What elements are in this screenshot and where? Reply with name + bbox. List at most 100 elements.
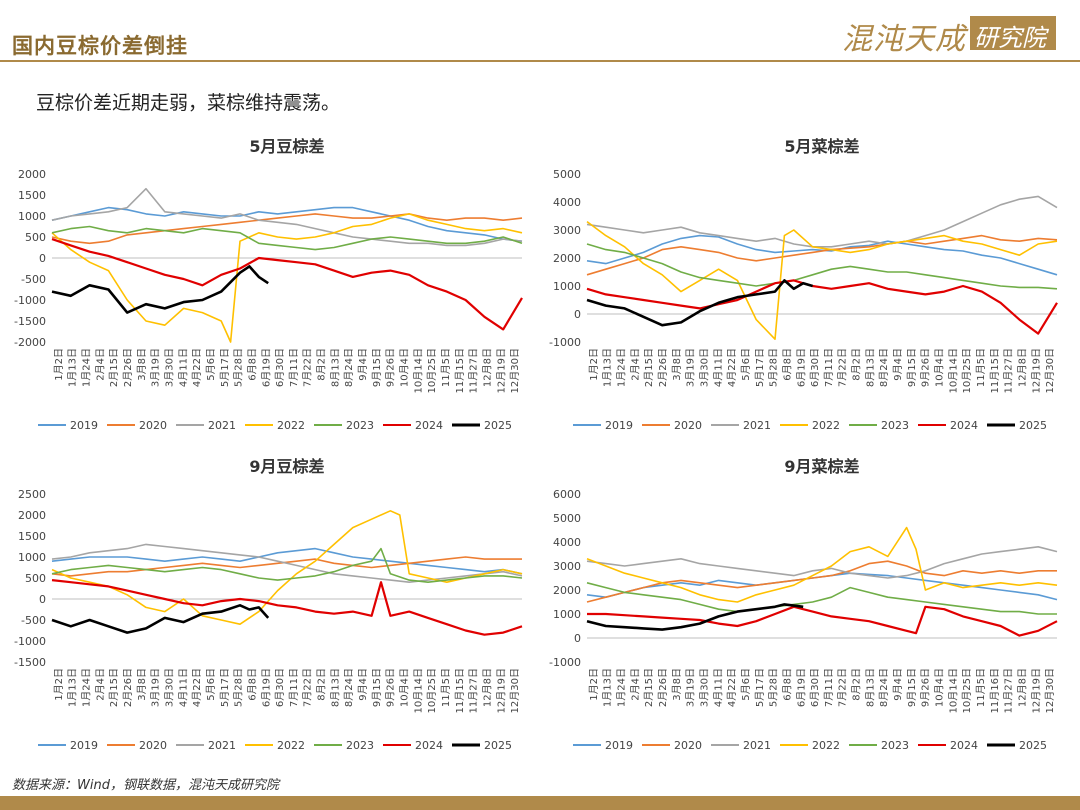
x-tick-label: 10月14日 [412,668,424,713]
y-tick-label: 500 [25,231,46,244]
y-tick-label: 2000 [553,252,581,265]
x-tick-label: 12月30日 [509,668,521,713]
x-tick-label: 12月19日 [495,348,507,393]
x-tick-label: 11月5日 [440,348,452,387]
series-line-2024 [51,579,523,636]
legend-label-2024: 2024 [950,419,978,432]
x-tick-label: 12月30日 [1044,668,1056,713]
x-tick-label: 7月11日 [823,348,835,387]
x-tick-label: 11月27日 [468,668,480,713]
series-line-2019 [586,234,1058,276]
x-tick-label: 11月15日 [454,348,466,393]
x-tick-label: 8月24日 [878,668,890,707]
y-tick-label: 0 [574,308,581,321]
series-line-2024 [587,605,1058,637]
x-tick-label: 11月15日 [989,348,1001,393]
x-tick-label: 7月11日 [288,348,300,387]
subtitle: 豆棕价差近期走弱，菜棕维持震荡。 [36,92,341,114]
legend-label-2022: 2022 [812,739,840,752]
x-tick-label: 10月25日 [961,668,973,713]
y-tick-label: -500 [21,273,46,286]
y-tick-label: 3000 [553,224,581,237]
x-tick-label: 3月19日 [150,348,162,387]
legend-label-2023: 2023 [346,739,374,752]
x-tick-label: 3月8日 [136,668,148,701]
x-tick-label: 6月19日 [260,348,272,387]
x-tick-label: 7月22日 [302,668,314,707]
series-line-2022 [51,213,523,343]
legend-label-2023: 2023 [881,419,909,432]
x-tick-label: 2月15日 [108,668,120,707]
x-tick-label: 4月22日 [191,668,203,707]
x-tick-label: 1月2日 [588,348,600,381]
series-line-2020 [51,556,522,577]
x-tick-label: 5月17日 [219,668,231,707]
x-tick-label: 1月24日 [81,348,93,387]
x-tick-label: 3月8日 [136,348,148,381]
y-tick-label: -1000 [549,336,581,349]
legend-label-2020: 2020 [674,739,702,752]
x-tick-label: 9月15日 [906,348,918,387]
y-tick-label: 1000 [553,608,581,621]
x-tick-label: 6月8日 [781,348,793,381]
series-line-2025 [51,265,269,314]
series-line-2020 [586,234,1058,276]
y-tick-label: 0 [39,593,46,606]
chart-may-rapeseed-palm: 5月菜棕差 5000 4000 3000 2000 1000 0 -1000 1月2日 1月13日… [545,128,1070,444]
x-tick-label: 12月8日 [1016,668,1028,707]
y-tick-label: -1500 [14,656,46,669]
x-tick-label: 4月11日 [712,668,724,707]
x-tick-label: 5月17日 [754,668,766,707]
x-tick-label: 6月19日 [795,348,807,387]
page-title: 国内豆棕价差倒挂 [12,33,188,58]
x-tick-label: 2月26日 [122,348,134,387]
x-tick-label: 5月6日 [205,348,217,381]
x-tick-label: 11月5日 [975,668,987,707]
y-tick-label: 6000 [553,488,581,501]
x-tick-label: 4月22日 [726,668,738,707]
y-tick-label: 1500 [18,530,46,543]
x-tick-label: 10月14日 [947,348,959,393]
x-tick-label: 7月22日 [837,668,849,707]
x-tick-label: 11月5日 [975,348,987,387]
y-tick-label: 1000 [18,551,46,564]
x-tick-label: 4月22日 [726,348,738,387]
series-line-2021 [51,187,523,247]
x-tick-label: 6月30日 [809,668,821,707]
x-tick-label: 9月15日 [906,668,918,707]
x-tick-label: 3月8日 [671,668,683,701]
x-tick-label: 9月4日 [357,348,369,381]
series-line-2023 [51,225,523,251]
legend-label-2025: 2025 [484,739,512,752]
x-tick-label: 2月4日 [629,348,641,381]
x-tick-label: 9月26日 [385,348,397,387]
x-tick-label: 4月11日 [712,348,724,387]
logo-text: 混沌天成 [842,22,966,57]
x-tick-label: 2月15日 [108,348,120,387]
series-line-2021 [51,543,523,583]
x-tick-label: 10月4日 [934,348,946,387]
x-tick-label: 11月27日 [1003,348,1015,393]
x-tick-label: 8月13日 [864,348,876,387]
series-line-2025 [51,604,270,634]
x-tick-label: 10月25日 [426,668,438,713]
y-tick-label: 1000 [553,280,581,293]
x-tick-label: 3月30日 [699,348,711,387]
x-tick-label: 8月13日 [329,668,341,707]
x-tick-label: 5月6日 [205,668,217,701]
x-tick-label: 4月11日 [177,348,189,387]
x-tick-label: 8月24日 [878,348,890,387]
x-tick-label: 11月15日 [454,668,466,713]
x-tick-label: 8月13日 [329,348,341,387]
x-tick-label: 7月22日 [302,348,314,387]
chart-sep-soy-palm: 9月豆棕差 2500 2000 1500 1000 500 0 -500 -1000 -1500 1… [10,448,535,764]
brand-logo: 混沌天成 研究院 [842,14,1057,57]
x-tick-label: 3月8日 [671,348,683,381]
x-tick-label: 3月30日 [164,668,176,707]
x-tick-label: 2月26日 [657,668,669,707]
x-tick-label: 8月2日 [851,348,863,381]
x-tick-label: 11月5日 [440,668,452,707]
legend-label-2020: 2020 [139,419,167,432]
chart-title: 5月菜棕差 [784,137,859,156]
chart-title: 5月豆棕差 [249,137,324,156]
